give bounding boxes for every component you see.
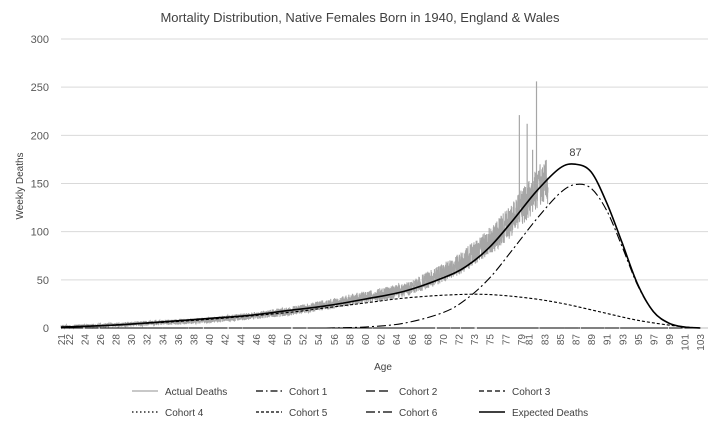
- x-tick-label: 24: [80, 334, 91, 346]
- x-tick-label: 91: [603, 334, 614, 346]
- legend: Actual Deaths Cohort 1 Cohort 2 Cohort 3 Coh…: [132, 387, 588, 419]
- legend-label: Cohort 1: [289, 387, 328, 398]
- x-tick-label: 44: [236, 334, 247, 346]
- x-tick-label: 22: [65, 334, 76, 346]
- x-tick-label: 60: [361, 334, 372, 346]
- x-tick-label: 103: [696, 334, 707, 351]
- x-tick-label: 81: [525, 334, 536, 346]
- legend-label: Expected Deaths: [512, 408, 588, 419]
- x-tick-label: 48: [267, 334, 278, 346]
- x-tick-label: 73: [470, 334, 481, 346]
- x-tick-label: 101: [681, 334, 692, 351]
- legend-label: Actual Deaths: [165, 387, 227, 398]
- legend-label: Cohort 2: [399, 387, 438, 398]
- y-tick-labels: 0 50 100 150 200 250 300: [31, 34, 49, 335]
- x-tick-label: 62: [377, 334, 388, 346]
- x-tick-label: 34: [158, 334, 169, 346]
- x-tick-label: 85: [556, 334, 567, 346]
- x-tick-label: 36: [174, 334, 185, 346]
- y-tick-label: 100: [31, 227, 49, 239]
- x-tick-label: 46: [252, 334, 263, 346]
- x-tick-label: 79: [517, 334, 528, 346]
- y-axis-label: Weekly Deaths: [15, 152, 26, 219]
- x-tick-label: 56: [330, 334, 341, 346]
- legend-label: Cohort 6: [399, 408, 438, 419]
- x-tick-label: 32: [143, 334, 154, 346]
- x-tick-label: 99: [665, 334, 676, 346]
- x-tick-label: 50: [283, 334, 294, 346]
- y-tick-label: 150: [31, 179, 49, 191]
- x-tick-label: 64: [392, 334, 403, 346]
- x-tick-label: 70: [439, 334, 450, 346]
- x-tick-label: 68: [423, 334, 434, 346]
- x-axis-label: Age: [374, 362, 392, 373]
- legend-label: Cohort 5: [289, 408, 328, 419]
- chart-title: Mortality Distribution, Native Females B…: [160, 10, 560, 25]
- x-tick-label: 21: [57, 334, 68, 346]
- y-tick-label: 250: [31, 82, 49, 94]
- x-tick-label: 77: [501, 334, 512, 346]
- x-tick-label: 42: [221, 334, 232, 346]
- x-tick-label: 72: [455, 334, 466, 346]
- series-actual-deaths: [60, 159, 549, 330]
- x-tick-label: 87: [571, 334, 582, 346]
- x-tick-label: 97: [649, 334, 660, 346]
- y-tick-label: 0: [43, 323, 49, 335]
- x-tick-label: 54: [314, 334, 325, 346]
- x-tick-label: 95: [634, 334, 645, 346]
- legend-label: Cohort 3: [512, 387, 551, 398]
- x-tick-label: 52: [299, 334, 310, 346]
- x-tick-label: 93: [618, 334, 629, 346]
- x-tick-label: 89: [587, 334, 598, 346]
- x-tick-label: 28: [112, 334, 123, 346]
- x-tick-label: 75: [486, 334, 497, 346]
- y-tick-label: 200: [31, 130, 49, 142]
- x-tick-label: 26: [96, 334, 107, 346]
- x-tick-label: 66: [408, 334, 419, 346]
- series-cohort-5: [60, 293, 701, 329]
- series-lines: [60, 81, 701, 330]
- peak-annotation: 87: [569, 147, 581, 159]
- y-tick-label: 50: [37, 275, 49, 287]
- x-tick-label: 38: [190, 334, 201, 346]
- x-tick-label: 83: [540, 334, 551, 346]
- legend-label: Cohort 4: [165, 408, 204, 419]
- series-expected-deaths: [60, 163, 701, 329]
- x-tick-label: 30: [127, 334, 138, 346]
- y-tick-label: 300: [31, 34, 49, 46]
- x-tick-label: 58: [345, 334, 356, 346]
- x-tick-label: 40: [205, 334, 216, 346]
